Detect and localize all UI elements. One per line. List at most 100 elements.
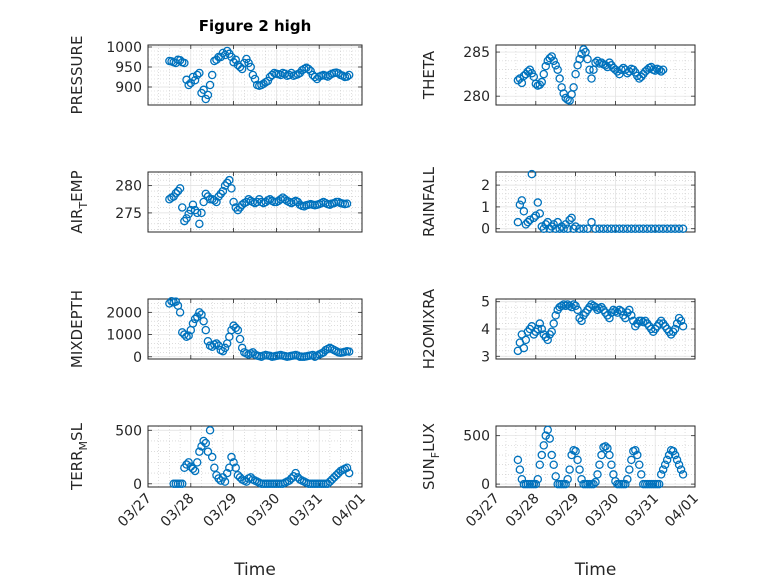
subplot-rainfall: 0 1 2 RAINFALL [420, 166, 696, 238]
data-point [201, 94, 211, 104]
data-point [325, 477, 335, 486]
data-point [654, 479, 664, 489]
data-point [280, 195, 290, 204]
data-point [595, 304, 604, 313]
data-point [212, 197, 221, 207]
ytick-label: 1 [481, 200, 490, 216]
data-point [517, 196, 527, 205]
data-point [327, 475, 337, 484]
data-point [515, 200, 525, 209]
data-point [631, 224, 640, 233]
ylabel-air_temp: AIRTEMP [68, 170, 90, 233]
data-point [523, 67, 533, 76]
data-point [627, 224, 636, 233]
data-point [246, 62, 255, 72]
xtick-label: 03/29 [201, 491, 241, 531]
data-point [611, 307, 620, 316]
data-point [565, 215, 574, 225]
data-point [306, 66, 315, 76]
data-point [577, 316, 586, 326]
data-point [646, 224, 656, 233]
data-point [201, 325, 211, 335]
data-point [227, 52, 236, 62]
subplot-mixdepth: 0 1000 2000 MIXDEPTH [68, 290, 363, 368]
ytick-label: 0 [133, 350, 142, 366]
data-point [537, 450, 547, 460]
data-point [284, 70, 294, 80]
data-point [625, 305, 634, 315]
data-point [233, 325, 243, 335]
data-point [225, 463, 234, 472]
data-point [519, 207, 529, 216]
data-point [577, 49, 586, 59]
data-point [244, 195, 253, 204]
data-point [207, 70, 217, 80]
data-point [342, 199, 352, 208]
data-point [199, 85, 208, 95]
data-point [175, 308, 185, 317]
data-point [344, 468, 354, 478]
data-point [513, 217, 523, 227]
data-point [543, 335, 552, 345]
data-point [599, 224, 608, 233]
data-point [615, 224, 624, 233]
data-point [591, 477, 600, 487]
ytick-label: 1000 [106, 328, 142, 344]
data-point [188, 464, 198, 474]
data-point [559, 89, 568, 98]
data-point [553, 65, 562, 74]
data-point [565, 465, 574, 474]
data-point [537, 324, 547, 334]
ylabel-subscript: F [429, 452, 442, 458]
data-point [619, 63, 628, 73]
data-point [631, 445, 640, 455]
data-point [533, 198, 543, 207]
data-point [197, 208, 206, 218]
ylabel-terr_msl: TERRMSL [68, 422, 90, 491]
data-point [210, 463, 219, 472]
data-point [184, 458, 193, 467]
data-point [595, 460, 604, 469]
data-point [557, 301, 566, 311]
data-point [175, 184, 185, 193]
series-terr_msl [169, 426, 354, 489]
series-h2omixra [513, 300, 688, 356]
data-point [561, 301, 570, 311]
data-point [595, 224, 604, 233]
data-point [227, 184, 236, 193]
data-point [575, 224, 584, 233]
data-point [231, 463, 240, 472]
data-point [190, 75, 200, 85]
data-point [342, 463, 352, 472]
data-point [678, 470, 688, 479]
data-point [531, 479, 541, 489]
data-point [662, 455, 672, 465]
data-point [235, 334, 245, 344]
data-point [184, 80, 193, 90]
data-point [654, 65, 664, 74]
ytick-label: 2 [481, 178, 490, 194]
series-rainfall [513, 169, 688, 233]
data-point [231, 55, 240, 65]
ylabel-h2omixra: H2OMIXRA [420, 288, 438, 369]
data-point [575, 465, 584, 474]
data-point [567, 213, 576, 223]
data-point [579, 224, 588, 233]
data-point [662, 224, 672, 233]
data-point [549, 319, 558, 328]
data-point [521, 335, 531, 345]
data-point [182, 460, 191, 469]
data-point [585, 65, 594, 74]
data-point [203, 90, 213, 100]
data-point [184, 331, 193, 340]
data-point [267, 70, 277, 80]
ylabel-rest: SL [68, 422, 86, 441]
subplot-sun_flux: 0 500 03/27 03/28 03/29 03/30 03/31 04/01 SUNFLU… [420, 423, 702, 580]
data-point [218, 48, 228, 58]
data-point [218, 473, 228, 482]
data-point [563, 224, 572, 233]
data-point [199, 316, 208, 326]
data-point [603, 62, 612, 72]
data-point [571, 446, 580, 456]
data-point [617, 65, 626, 74]
